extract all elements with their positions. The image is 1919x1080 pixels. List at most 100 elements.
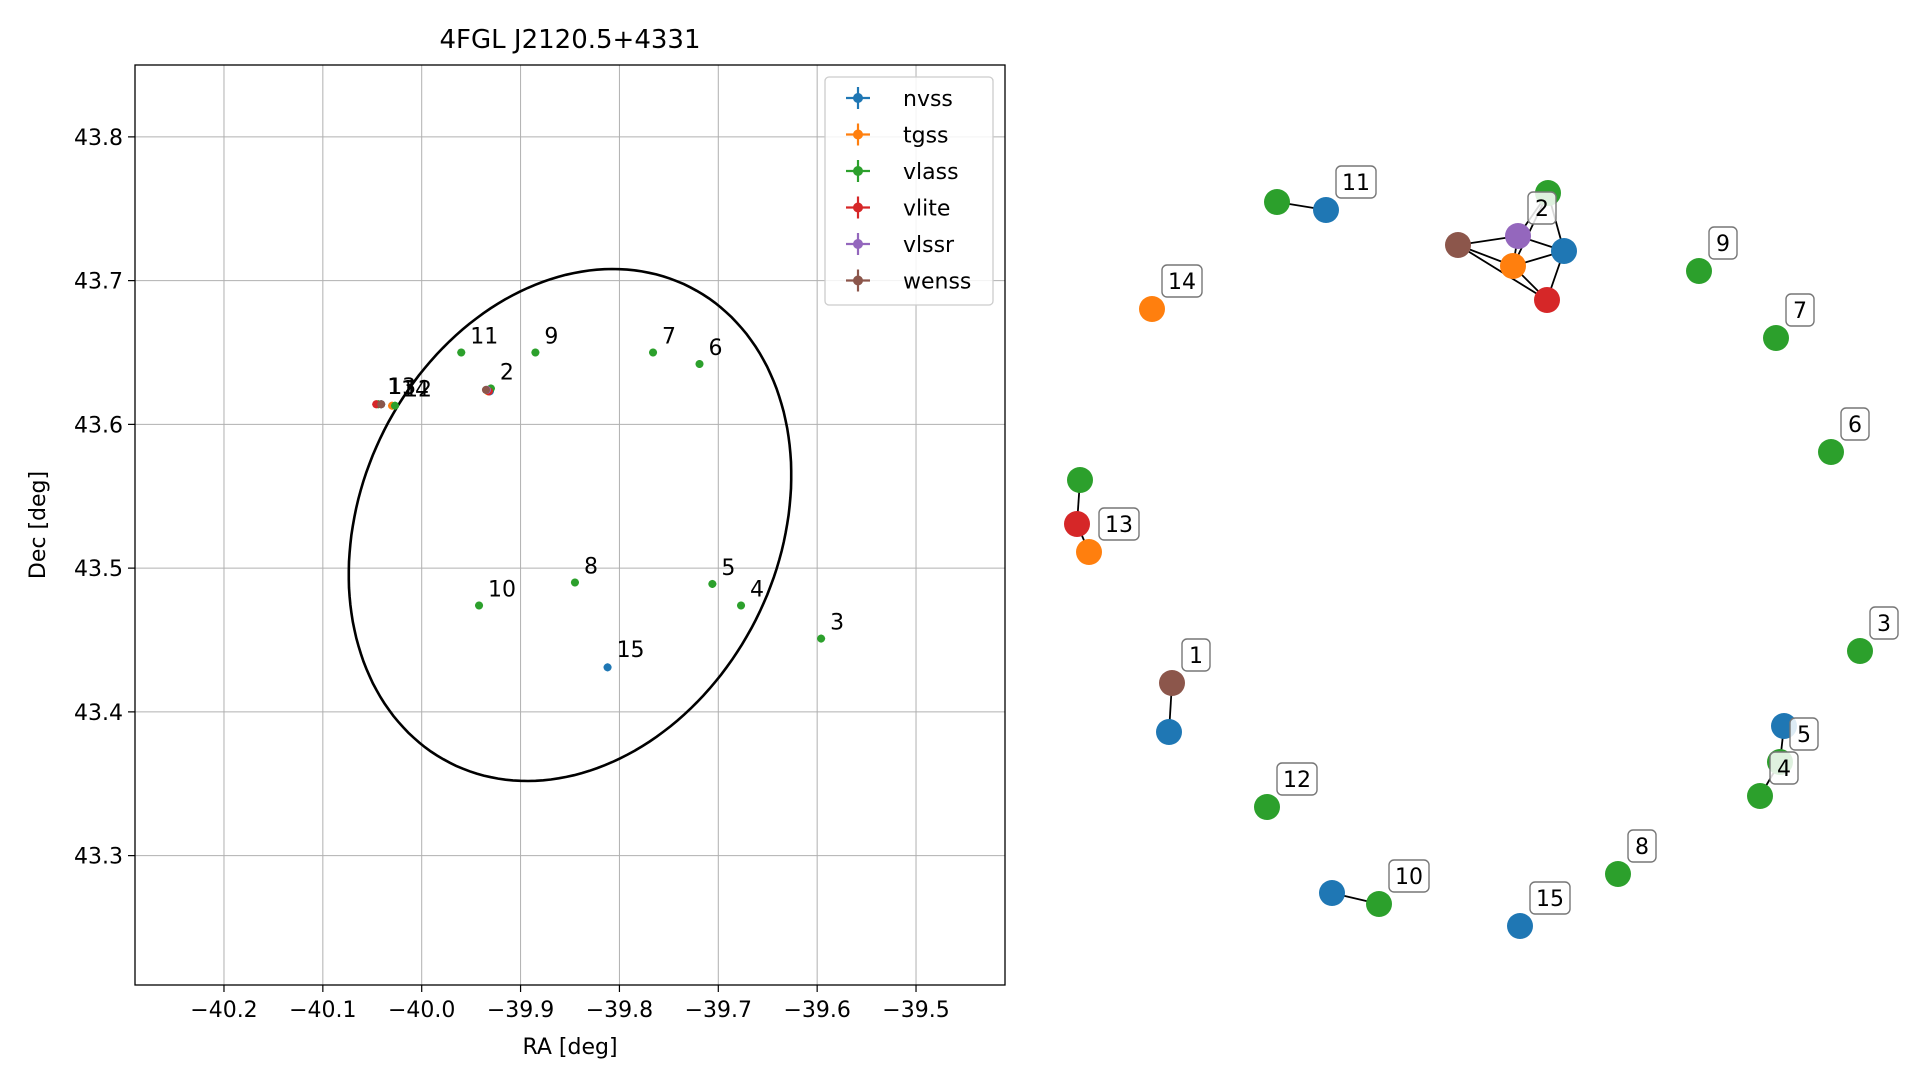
point-label: 12 [404, 378, 432, 403]
y-axis-label: Dec [deg] [26, 471, 51, 579]
network-node-vlass [1366, 891, 1392, 917]
error-ellipse [347, 267, 793, 783]
network-node-vlite [1064, 511, 1090, 537]
network-node-vlass [1847, 638, 1873, 664]
legend-label: vlssr [903, 233, 955, 258]
x-tick-label: −39.9 [487, 998, 554, 1023]
y-tick-label: 43.6 [74, 413, 123, 438]
point-label: 11 [470, 325, 498, 350]
network-node-label: 13 [1098, 507, 1140, 541]
point-label: 9 [544, 325, 558, 350]
network-node-vlite [1534, 287, 1560, 313]
network-node-label: 3 [1869, 606, 1899, 640]
network-node-nvss [1156, 719, 1182, 745]
network-node-nvss [1319, 880, 1345, 906]
network-nodes [1064, 180, 1873, 939]
network-edges [1076, 192, 1785, 905]
x-tick-label: −39.7 [685, 998, 752, 1023]
x-tick-label: −39.5 [882, 998, 949, 1023]
point-label: 3 [830, 611, 844, 636]
network-node-label: 4 [1769, 751, 1799, 785]
point-vlass [475, 601, 484, 610]
y-tick-label: 43.3 [74, 845, 123, 870]
legend-entry-vlass: vlass [846, 160, 959, 185]
point-label: 13 [388, 375, 416, 400]
y-tick-label: 43.4 [74, 701, 123, 726]
svg-text:10: 10 [1395, 865, 1423, 890]
network-node-label: 10 [1388, 859, 1430, 893]
network-node-label: 7 [1785, 293, 1815, 327]
network-node-nvss [1313, 197, 1339, 223]
network-node-vlass [1686, 258, 1712, 284]
point-label: 14 [401, 378, 429, 403]
network-node-vlass [1067, 467, 1093, 493]
network-node-vlass [1605, 861, 1631, 887]
network-node-label: 5 [1789, 717, 1819, 751]
svg-text:15: 15 [1536, 887, 1564, 912]
point-label: 2 [500, 360, 514, 385]
point-vlass [737, 601, 746, 610]
svg-text:6: 6 [1848, 413, 1862, 438]
network-node-vlass [1747, 783, 1773, 809]
point-label: 6 [709, 336, 723, 361]
network-node-label: 14 [1161, 264, 1203, 298]
x-tick-label: −39.8 [586, 998, 653, 1023]
point-label: 5 [721, 556, 735, 581]
network-node-label: 11 [1335, 165, 1377, 199]
svg-text:4: 4 [1777, 757, 1791, 782]
legend-entry-vlssr: vlssr [846, 233, 955, 258]
svg-text:11: 11 [1342, 171, 1370, 196]
point-vlass [708, 579, 717, 588]
network-node-wenss [1159, 670, 1185, 696]
point-vlass [457, 348, 466, 357]
svg-text:9: 9 [1716, 232, 1730, 257]
network-node-vlass [1818, 439, 1844, 465]
svg-text:2: 2 [1535, 197, 1549, 222]
point-vlass [531, 348, 540, 357]
svg-text:3: 3 [1877, 612, 1891, 637]
point-vlass [817, 634, 826, 643]
network-node-label: 6 [1840, 407, 1870, 441]
network-node-vlass [1763, 325, 1789, 351]
svg-text:14: 14 [1168, 270, 1196, 295]
point-nvss [603, 663, 612, 672]
error-ellipse-layer [347, 267, 793, 783]
network-node-vlssr [1505, 223, 1531, 249]
network-node-label: 12 [1276, 762, 1318, 796]
network-node-wenss [1445, 232, 1471, 258]
svg-text:8: 8 [1635, 835, 1649, 860]
network-node-vlass [1264, 189, 1290, 215]
svg-text:12: 12 [1283, 768, 1311, 793]
chart-title: 4FGL J2120.5+4331 [440, 25, 701, 55]
point-label: 1 [387, 375, 401, 400]
legend-label: vlite [903, 197, 950, 222]
legend-entry-tgss: tgss [846, 123, 949, 149]
network-node-label: 1 [1181, 638, 1211, 672]
point-wenss [377, 400, 386, 409]
network-node-vlass [1254, 794, 1280, 820]
legend-entry-vlite: vlite [846, 196, 950, 222]
legend: nvss tgss vlass vlite vlssr wenss [824, 76, 994, 306]
svg-text:7: 7 [1793, 299, 1807, 324]
y-tick-label: 43.5 [74, 557, 123, 582]
network-node-label: 9 [1708, 226, 1738, 260]
legend-label: wenss [903, 270, 971, 295]
x-axis-label: RA [deg] [522, 1035, 617, 1060]
legend-entry-wenss: wenss [846, 269, 971, 295]
legend-label: vlass [903, 160, 959, 185]
legend-entry-nvss: nvss [846, 87, 953, 112]
legend-label: tgss [903, 124, 949, 149]
point-vlass [391, 401, 400, 410]
x-axis-ticks: −40.2 −40.1 −40.0 −39.9 −39.8 −39.7 −39.6 −39.5 [190, 985, 950, 1023]
data-points [372, 348, 826, 672]
point-label: 4 [750, 578, 764, 603]
point-vlass [570, 578, 579, 587]
point-label: 10 [488, 578, 516, 603]
network-node-label: 8 [1627, 829, 1657, 863]
x-tick-label: −39.6 [783, 998, 850, 1023]
svg-text:1: 1 [1189, 644, 1203, 669]
